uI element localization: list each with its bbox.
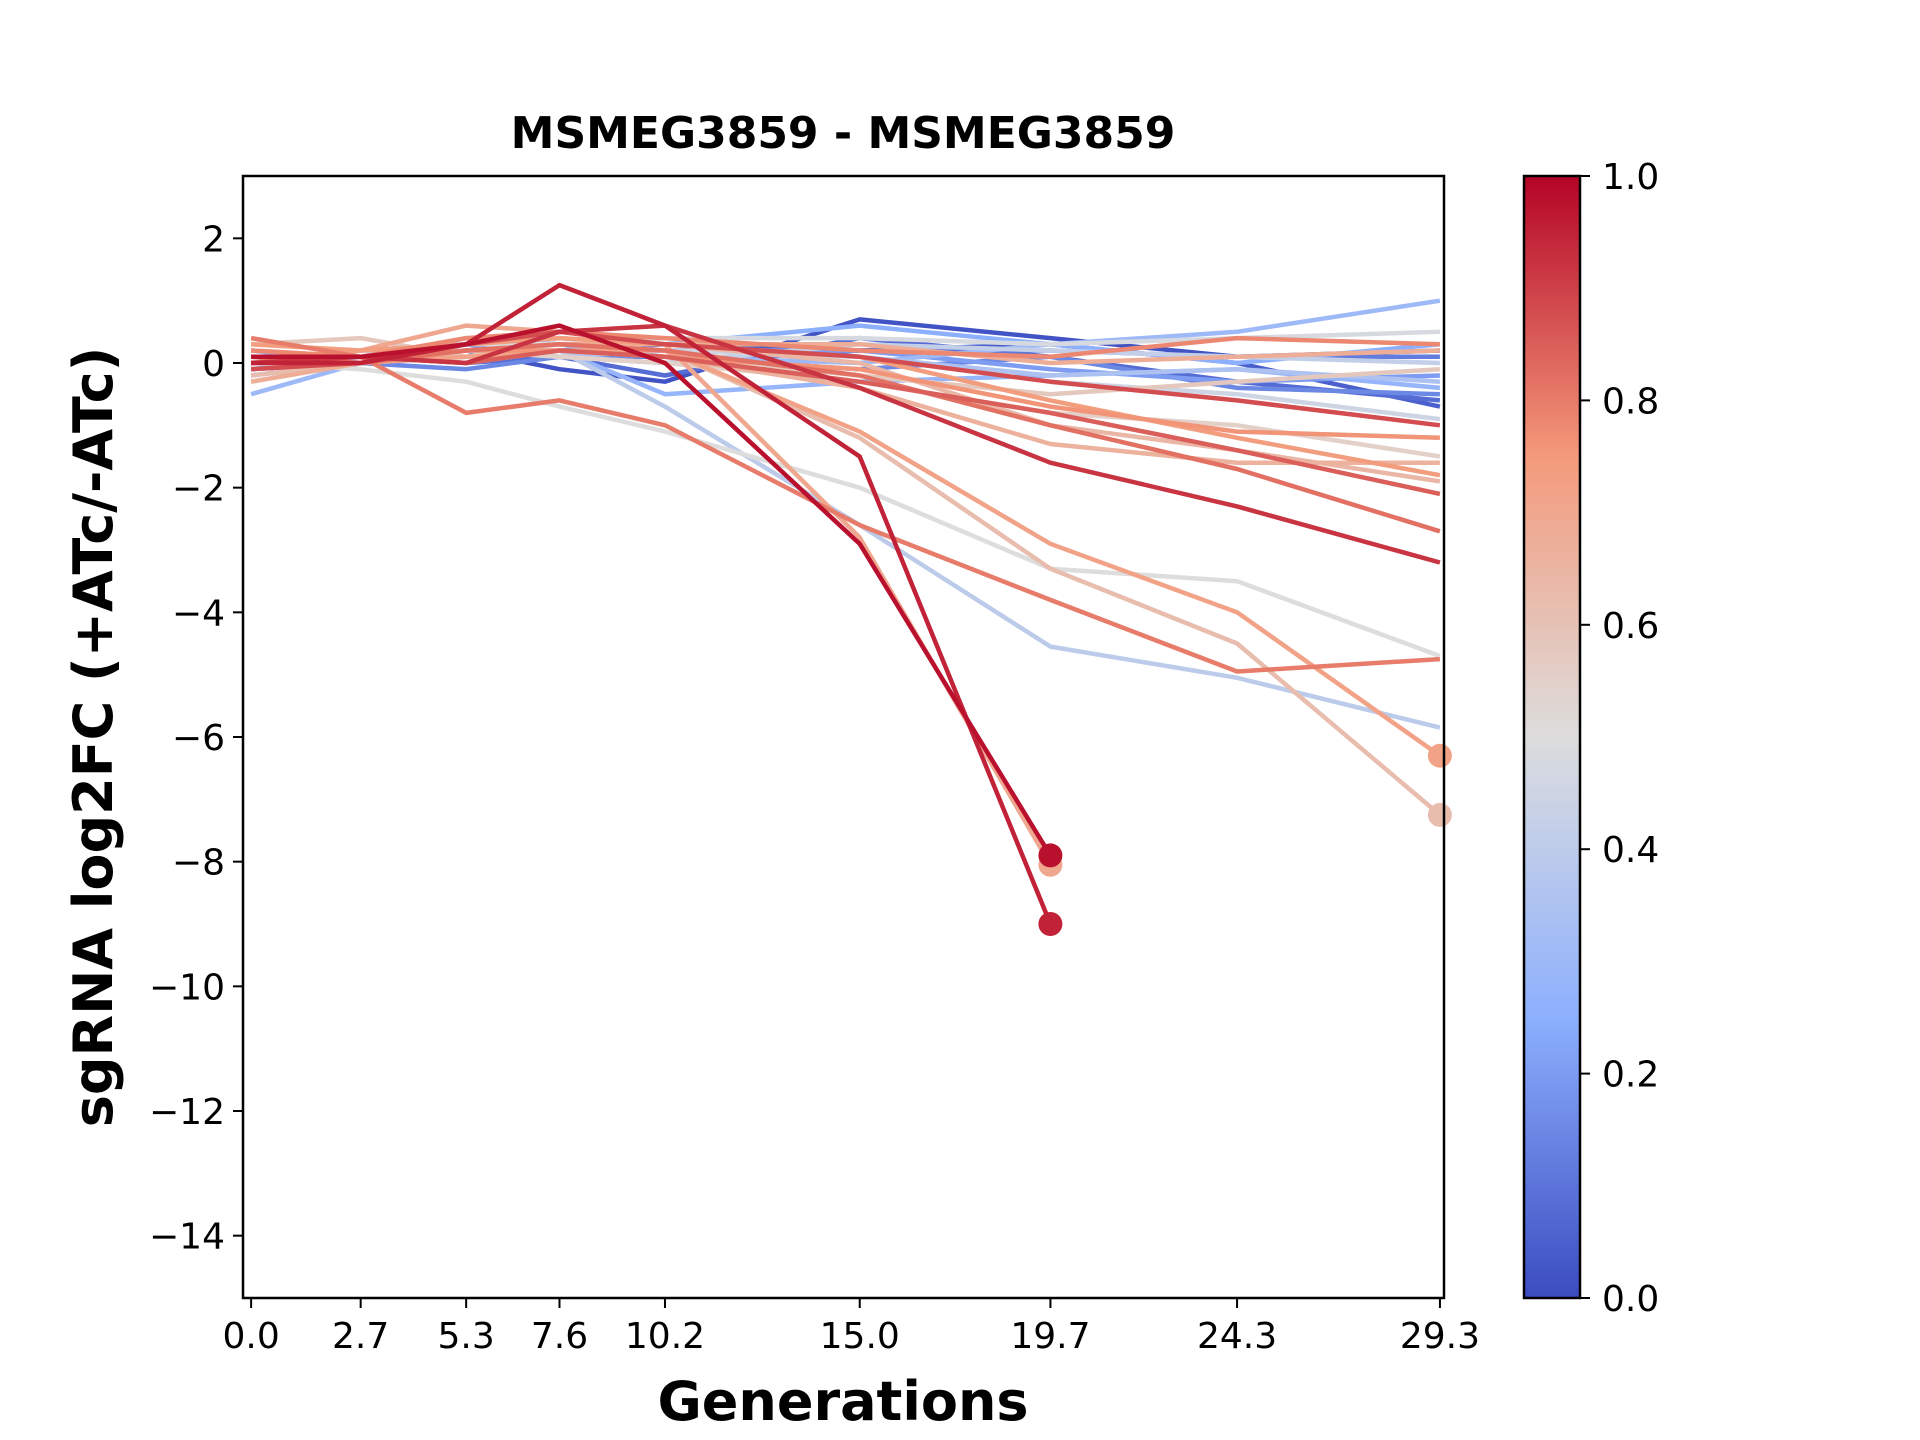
x-axis: 0.0 2.7 5.3 7.6 10.2 15.0 19.7 24.3 29.3 [222,1298,1480,1357]
y-tick-label: −10 [149,967,225,1008]
x-tick-label: 10.2 [625,1316,705,1357]
series-end-marker-31 [1038,912,1063,936]
y-tick-label: −14 [149,1217,225,1258]
x-tick-label: 2.7 [332,1316,389,1357]
series-end-marker-22 [1427,743,1452,768]
colorbar-tick-label: 0.4 [1602,830,1659,871]
x-axis-label: Generations [657,1370,1028,1433]
colorbar-tick-label: 0.8 [1602,381,1659,422]
series-line-31 [251,282,1053,925]
series-line-17 [250,342,1442,817]
y-axis-label: sgRNA log2FC (+ATc/-ATc) [62,347,125,1128]
series-line-26 [250,335,1441,674]
series-end-marker-32 [1038,843,1063,868]
y-tick-label: −6 [172,718,225,759]
colorbar-tick-label: 1.0 [1602,157,1659,198]
colorbar-ticks: 0.0 0.2 0.4 0.6 0.8 1.0 [1580,157,1659,1320]
series-line-14 [250,360,1441,659]
x-tick-label: 19.7 [1010,1316,1090,1357]
x-tick-label: 7.6 [531,1316,588,1357]
series-end-marker-17 [1427,802,1452,827]
y-tick-label: −12 [149,1092,225,1133]
y-tick-label: −2 [172,469,225,510]
colorbar-tick-label: 0.2 [1602,1055,1659,1096]
x-tick-label: 24.3 [1197,1316,1277,1357]
x-tick-label: 0.0 [222,1316,279,1357]
y-tick-label: 0 [202,344,225,385]
y-tick-label: −8 [172,843,225,884]
chart-title: MSMEG3859 - MSMEG3859 [511,108,1176,159]
marker-layer [1038,743,1452,936]
x-tick-label: 5.3 [438,1316,495,1357]
colorbar [1522,174,1582,1300]
colorbar-tick-label: 0.0 [1602,1279,1659,1320]
y-tick-label: −4 [172,593,225,634]
y-tick-label: 2 [202,219,225,260]
x-tick-label: 15.0 [820,1316,900,1357]
series-line-32 [251,323,1053,857]
series-layer [250,282,1442,925]
y-axis: 2 0 −2 −4 −6 −8 −10 −12 −14 [149,219,243,1258]
x-tick-label: 29.3 [1400,1316,1480,1357]
colorbar-tick-label: 0.6 [1602,606,1659,647]
series-line-22 [250,348,1442,758]
